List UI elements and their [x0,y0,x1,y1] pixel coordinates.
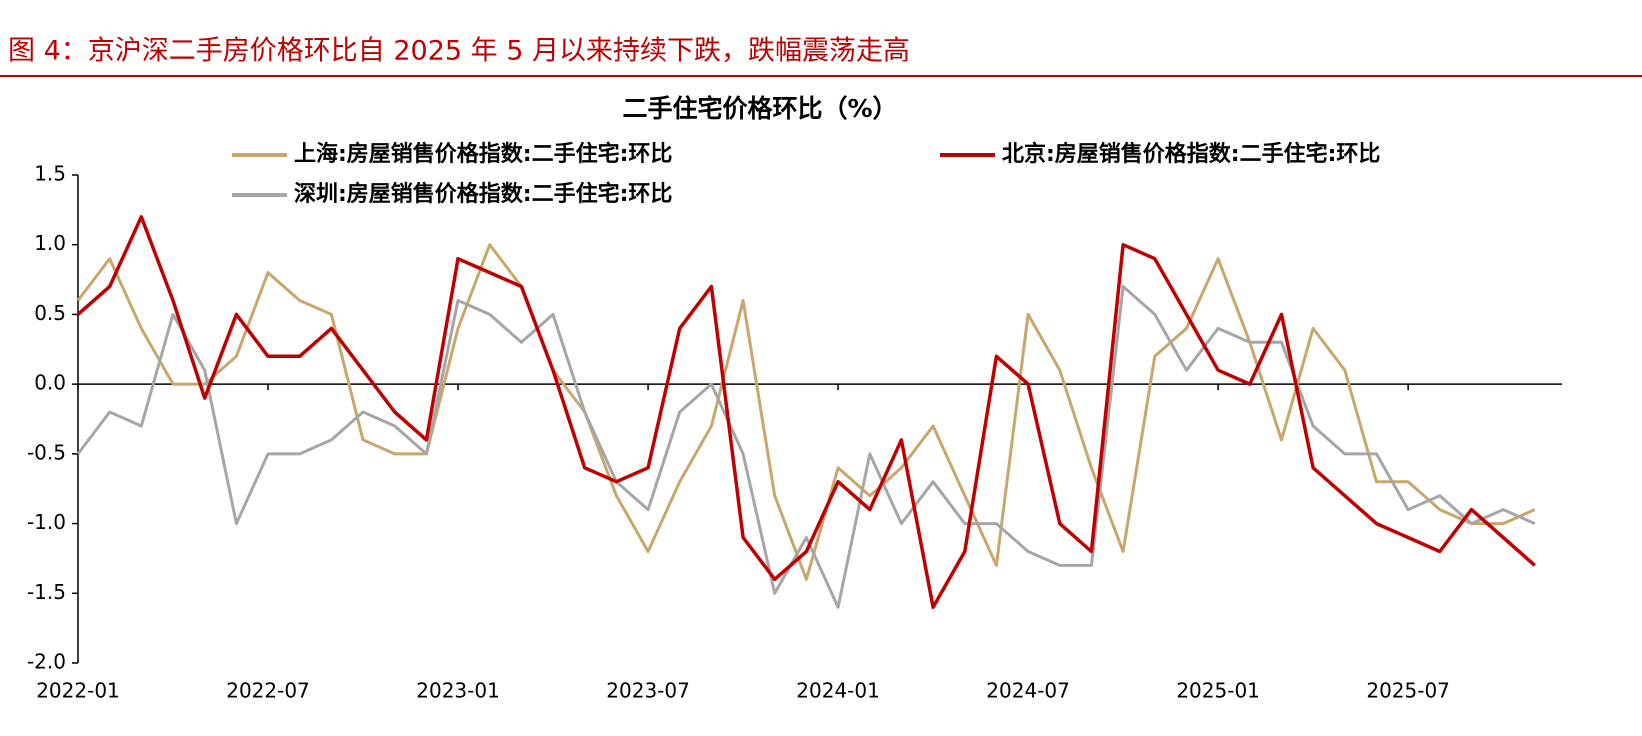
figure-heading: 图 4：京沪深二手房价格环比自 2025 年 5 月以来持续下跌，跌幅震荡走高 [8,36,910,67]
x-tick-label: 2023-01 [416,679,500,703]
y-tick-label: -0.5 [27,440,66,464]
x-tick-label: 2022-07 [226,679,310,703]
y-tick-label: 1.5 [34,162,66,186]
chart-title: 二手住宅价格环比（%） [622,94,897,123]
legend-label: 上海:房屋销售价格指数:二手住宅:环比 [294,141,672,167]
legend-label: 北京:房屋销售价格指数:二手住宅:环比 [1002,141,1380,167]
y-tick-label: -2.0 [27,650,66,674]
series-line [76,215,1536,609]
legend-label: 深圳:房屋销售价格指数:二手住宅:环比 [294,181,672,207]
series-line [76,243,1536,581]
y-tick-label: 1.0 [34,231,66,255]
x-tick-label: 2022-01 [36,679,120,703]
y-tick-label: 0.5 [34,301,66,325]
y-tick-label: -1.0 [27,510,66,534]
x-tick-label: 2025-01 [1176,679,1260,703]
x-tick-label: 2024-07 [986,679,1070,703]
y-tick-label: 0.0 [34,371,66,395]
x-tick-label: 2024-01 [796,679,880,703]
x-tick-label: 2025-07 [1366,679,1450,703]
x-tick-label: 2023-07 [606,679,690,703]
y-tick-label: -1.5 [27,580,66,604]
